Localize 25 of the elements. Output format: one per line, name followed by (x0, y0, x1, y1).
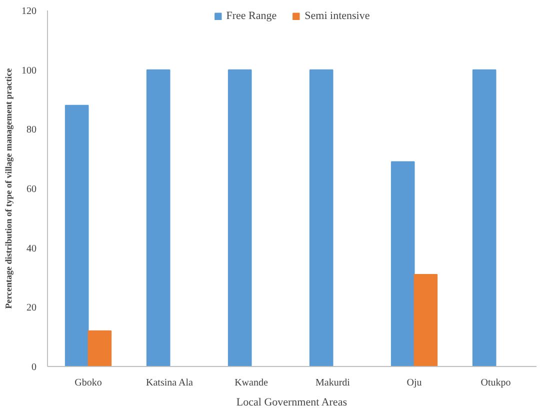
bar (472, 69, 496, 366)
x-tick-label: Kwande (234, 378, 268, 388)
bar (228, 69, 252, 366)
y-tick-label: 120 (22, 6, 36, 17)
bar (414, 274, 438, 366)
y-tick-label: 40 (26, 243, 36, 254)
bar (390, 161, 415, 366)
legend-label: Free Range (226, 10, 277, 22)
y-axis-title: Percentage distribution of type of village management practice (4, 68, 14, 309)
y-tick-label: 0 (32, 362, 36, 373)
x-tick-label: Otukpo (480, 378, 511, 388)
x-tick-label: Makurdi (316, 378, 350, 388)
bar (309, 69, 334, 366)
y-tick-label: 100 (22, 65, 36, 76)
x-tick-label: Oju (406, 378, 422, 388)
y-tick-label: 20 (26, 302, 36, 314)
bar (146, 69, 170, 366)
bar (88, 330, 112, 366)
bar (64, 104, 89, 366)
y-tick-label: 60 (26, 184, 36, 195)
x-tick-label: Gboko (74, 378, 102, 388)
x-axis-title: Local Government Areas (236, 396, 347, 408)
legend-label: Semi intensive (304, 10, 370, 22)
y-tick-label: 80 (26, 124, 36, 136)
x-tick-label: Katsina Ala (146, 378, 194, 388)
